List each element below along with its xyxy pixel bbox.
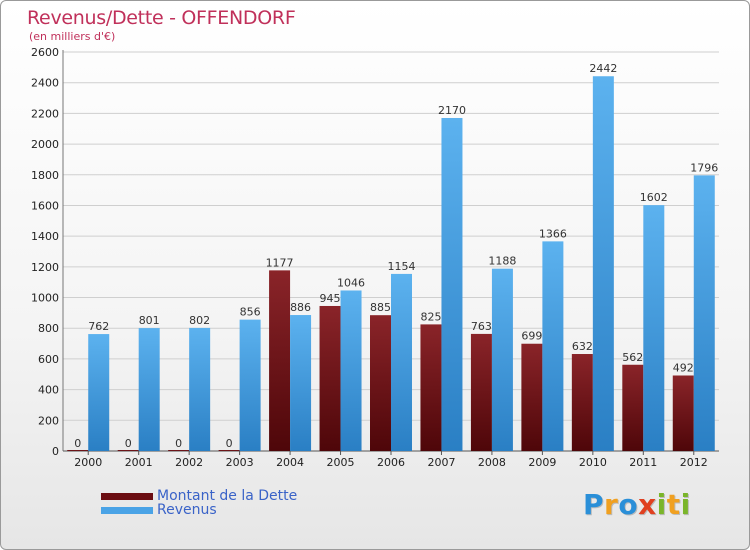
proxiti-logo: Proxiti [583, 488, 691, 521]
bar-revenus [138, 328, 160, 451]
x-tick-label: 2009 [528, 456, 556, 469]
bar-dette [319, 305, 341, 451]
bar-dette [168, 450, 190, 451]
data-label-revenus: 886 [290, 301, 311, 314]
data-label-dette: 825 [420, 310, 441, 323]
bar-revenus [592, 76, 614, 452]
data-label-dette: 763 [471, 320, 492, 333]
bar-revenus [693, 175, 715, 452]
logo-letter: i [656, 488, 667, 521]
data-label-revenus: 1366 [539, 227, 567, 240]
data-label-revenus: 856 [240, 306, 261, 319]
y-tick-label: 2200 [31, 107, 59, 120]
bar-dette [370, 315, 391, 451]
bar-revenus [239, 319, 261, 451]
bar-revenus [391, 273, 412, 451]
data-label-revenus: 762 [88, 320, 109, 333]
data-label-dette: 562 [622, 351, 643, 364]
data-label-dette: 945 [320, 292, 341, 305]
bar-dette [269, 270, 291, 451]
logo-letter: r [604, 488, 619, 521]
y-tick-label: 1600 [31, 199, 59, 212]
y-tick-label: 400 [38, 384, 59, 397]
x-tick-label: 2005 [327, 456, 355, 469]
data-label-dette: 632 [572, 340, 593, 353]
x-tick-label: 2008 [478, 456, 506, 469]
logo-letter: i [680, 488, 691, 521]
y-tick-label: 0 [52, 445, 59, 458]
data-label-dette: 0 [74, 437, 81, 450]
data-label-revenus: 2442 [589, 62, 617, 75]
bar-dette [672, 375, 694, 451]
logo-letter: t [666, 488, 681, 521]
bar-revenus [88, 334, 110, 451]
bar-revenus [643, 205, 665, 451]
legend-swatch-revenus [101, 507, 153, 514]
y-tick-label: 200 [38, 414, 59, 427]
data-label-revenus: 1602 [640, 191, 668, 204]
logo-letter: o [618, 488, 639, 521]
bar-revenus [441, 117, 463, 451]
data-label-dette: 0 [226, 437, 233, 450]
data-label-dette: 885 [370, 301, 391, 314]
legend-label-revenus: Revenus [157, 502, 217, 518]
y-tick-label: 1800 [31, 169, 59, 182]
legend-label-dette: Montant de la Dette [157, 488, 298, 504]
x-tick-label: 2001 [125, 456, 153, 469]
data-label-dette: 699 [521, 330, 542, 343]
y-tick-label: 1400 [31, 230, 59, 243]
x-tick-label: 2010 [579, 456, 607, 469]
bar-revenus [340, 290, 362, 451]
data-label-revenus: 1796 [690, 161, 718, 174]
bar-dette [218, 450, 240, 451]
bar-dette [420, 324, 442, 451]
logo-letter: P [583, 488, 605, 521]
x-tick-label: 2012 [680, 456, 708, 469]
data-label-dette: 0 [125, 437, 132, 450]
data-label-revenus: 1046 [337, 276, 365, 289]
bar-dette [571, 354, 593, 451]
y-tick-label: 2600 [31, 46, 59, 59]
y-tick-label: 600 [38, 353, 59, 366]
chart-subtitle: (en milliers d'€) [29, 30, 116, 43]
data-label-dette: 492 [673, 361, 694, 374]
chart-title: Revenus/Dette - OFFENDORF [27, 7, 296, 29]
bar-chart: 0200400600800100012001400160018002000220… [31, 46, 719, 469]
y-tick-label: 800 [38, 322, 59, 335]
bar-revenus [542, 241, 564, 451]
y-tick-label: 2000 [31, 138, 59, 151]
bar-dette [470, 333, 492, 451]
bar-dette [67, 450, 89, 451]
logo-letter: x [638, 488, 657, 521]
y-tick-label: 2400 [31, 77, 59, 90]
y-tick-label: 1000 [31, 292, 59, 305]
bar-dette [117, 450, 139, 451]
legend-swatch-dette [101, 493, 153, 500]
data-label-revenus: 2170 [438, 104, 466, 117]
x-tick-label: 2000 [74, 456, 102, 469]
data-label-dette: 1177 [266, 256, 294, 269]
data-label-revenus: 1188 [488, 255, 516, 268]
bar-dette [622, 364, 644, 451]
x-tick-label: 2004 [276, 456, 304, 469]
data-label-revenus: 1154 [388, 260, 416, 273]
x-tick-label: 2003 [226, 456, 254, 469]
data-label-revenus: 801 [139, 314, 160, 327]
y-tick-label: 1200 [31, 261, 59, 274]
x-tick-label: 2007 [427, 456, 455, 469]
data-label-revenus: 802 [189, 314, 210, 327]
bar-revenus [290, 315, 312, 451]
bar-revenus [189, 327, 211, 451]
bar-revenus [491, 268, 513, 451]
x-tick-label: 2011 [629, 456, 657, 469]
data-label-dette: 0 [175, 437, 182, 450]
x-tick-label: 2002 [175, 456, 203, 469]
bar-dette [521, 343, 543, 451]
x-tick-label: 2006 [377, 456, 405, 469]
